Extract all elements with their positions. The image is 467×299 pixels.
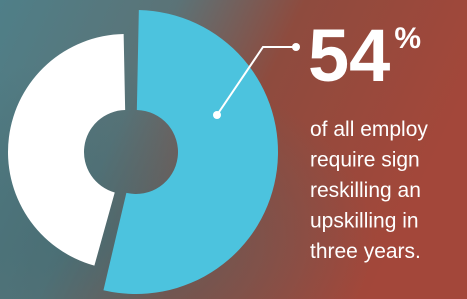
body-line: three years.: [310, 240, 421, 263]
body-line: require sign: [310, 149, 420, 172]
body-line: reskilling an: [310, 179, 421, 202]
body-line: of all employ: [310, 118, 428, 141]
body-line: upskilling in: [310, 210, 419, 233]
leader-dot: [292, 43, 300, 51]
page: {"chart_data": {"type": "pie", "donut": …: [0, 0, 467, 299]
leader-dot: [213, 111, 221, 119]
body-text: of all employ require sign reskilling an up…: [310, 118, 428, 263]
chart: 54% of all employrequire signreskilling …: [0, 0, 467, 299]
